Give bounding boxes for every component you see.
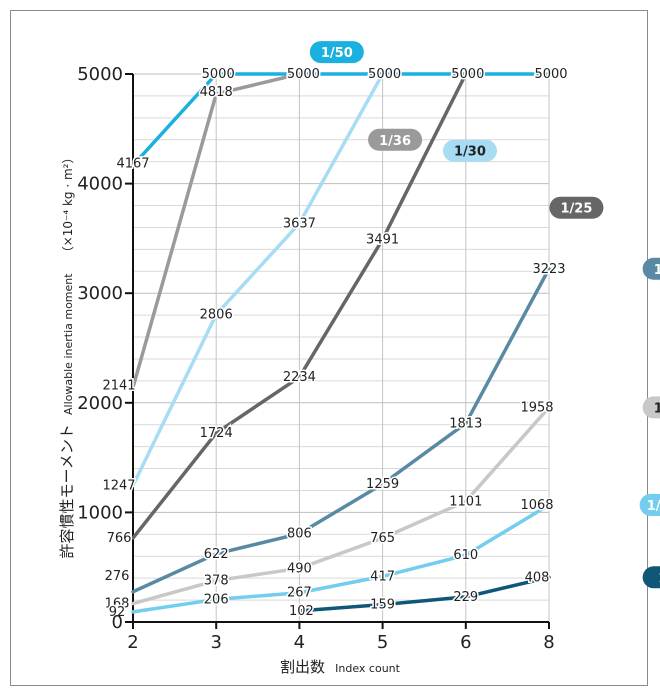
- data-label: 622: [204, 547, 229, 562]
- data-label: 806: [287, 527, 312, 542]
- series-line: [297, 575, 551, 613]
- y-tick-label: 3000: [77, 283, 123, 304]
- data-label: 766: [107, 531, 132, 546]
- data-label: 2234: [283, 370, 316, 385]
- x-axis-title: 割出数 Index count: [280, 657, 401, 676]
- series-tag: [368, 128, 423, 151]
- data-label: 5000: [534, 67, 567, 82]
- data-label: 1813: [449, 416, 482, 431]
- series-tag-label: 1/25: [561, 202, 593, 217]
- series-line: [131, 267, 551, 594]
- series-line: [131, 405, 551, 606]
- series-line: [131, 72, 468, 540]
- y-axis-title-en: Allowable inertia moment: [62, 273, 75, 415]
- series-tags: 1/50 1/36 1/30 1/25 1/18 1/15 1/12.5 1/9: [309, 41, 660, 589]
- data-label: 610: [453, 548, 478, 563]
- data-label: 168: [105, 597, 130, 612]
- series-tag-label: 1/9: [658, 571, 660, 586]
- series-tag-label: 1/18: [654, 263, 660, 278]
- data-labels: 4167 5000 5000 5000 5000 5000 2141 4818 1247 2806…: [101, 66, 569, 622]
- tick-labels: 0 1000 2000 3000 4000 5000 2 3 4 5 6 8: [77, 64, 555, 653]
- data-label: 92: [109, 605, 126, 620]
- series-line: [131, 503, 551, 614]
- series-tag: [549, 196, 604, 219]
- data-label: 5000: [451, 67, 484, 82]
- data-label: 765: [370, 531, 395, 546]
- data-label: 102: [289, 604, 314, 619]
- data-label: 378: [204, 574, 229, 589]
- data-label: 206: [204, 592, 229, 607]
- grid: [133, 73, 550, 623]
- data-label: 5000: [287, 67, 320, 82]
- series-tag: [442, 139, 497, 162]
- series-tag-label: 1/50: [321, 46, 353, 61]
- data-label: 4818: [200, 85, 233, 100]
- series-tag-label: 1/36: [379, 134, 411, 149]
- y-tick-label: 5000: [77, 64, 123, 85]
- series-tag: [309, 41, 364, 64]
- series-line: [131, 72, 385, 488]
- data-label: 2806: [200, 307, 233, 322]
- x-tick-label: 4: [294, 632, 305, 653]
- data-label: 229: [453, 590, 478, 605]
- data-label: 1259: [366, 477, 399, 492]
- series-tag-label: 1/30: [454, 145, 486, 160]
- chart-frame: [10, 10, 648, 686]
- data-label: 3223: [532, 262, 565, 277]
- x-tick-label: 5: [377, 632, 388, 653]
- data-label: 4167: [116, 156, 149, 171]
- series-tag: [642, 396, 660, 419]
- y-tick-label: 0: [112, 612, 123, 633]
- data-label: 276: [105, 569, 130, 584]
- data-label: 3491: [366, 232, 399, 247]
- y-axis-title-ja: 許容慣性モーメント: [58, 424, 76, 558]
- series-tag: [639, 493, 660, 516]
- data-label: 2141: [102, 378, 135, 393]
- y-tick-label: 2000: [77, 393, 123, 414]
- data-label: 490: [287, 561, 312, 576]
- y-tick-label: 1000: [77, 502, 123, 523]
- data-label: 267: [287, 586, 312, 601]
- x-axis-title-ja: 割出数: [280, 658, 325, 676]
- series-tag: [642, 257, 660, 280]
- x-tick-label: 3: [210, 632, 221, 653]
- data-label: 1101: [449, 494, 482, 509]
- series-tag-label: 1/15: [654, 401, 660, 416]
- series-line: [131, 72, 551, 168]
- data-label: 408: [525, 570, 550, 585]
- x-tick-label: 6: [460, 632, 471, 653]
- data-label: 1068: [520, 498, 553, 513]
- y-axis-title: 許容慣性モーメント Allowable inertia moment （×10⁻…: [57, 152, 76, 559]
- series-tag: [642, 566, 660, 589]
- x-tick-label: 2: [127, 632, 138, 653]
- data-label: 5000: [368, 67, 401, 82]
- data-label: 1247: [102, 478, 135, 493]
- series-tag-label: 1/12.5: [647, 499, 660, 514]
- y-axis-unit: （×10⁻⁴ kg · m²）: [61, 152, 75, 259]
- data-label: 159: [370, 598, 395, 613]
- data-label: 3637: [283, 216, 316, 231]
- data-label: 417: [370, 569, 395, 584]
- svg-text:許容慣性モーメント Allowable iner: 許容慣性モーメント Allowable inertia moment （×10⁻…: [57, 152, 76, 559]
- data-label: 1958: [520, 400, 553, 415]
- series-line: [131, 72, 302, 390]
- x-tick-label: 8: [543, 632, 554, 653]
- data-label: 1724: [200, 426, 233, 441]
- data-label: 5000: [202, 67, 235, 82]
- y-tick-label: 4000: [77, 174, 123, 195]
- x-axis-title-en: Index count: [335, 662, 401, 675]
- series-lines: [131, 72, 551, 614]
